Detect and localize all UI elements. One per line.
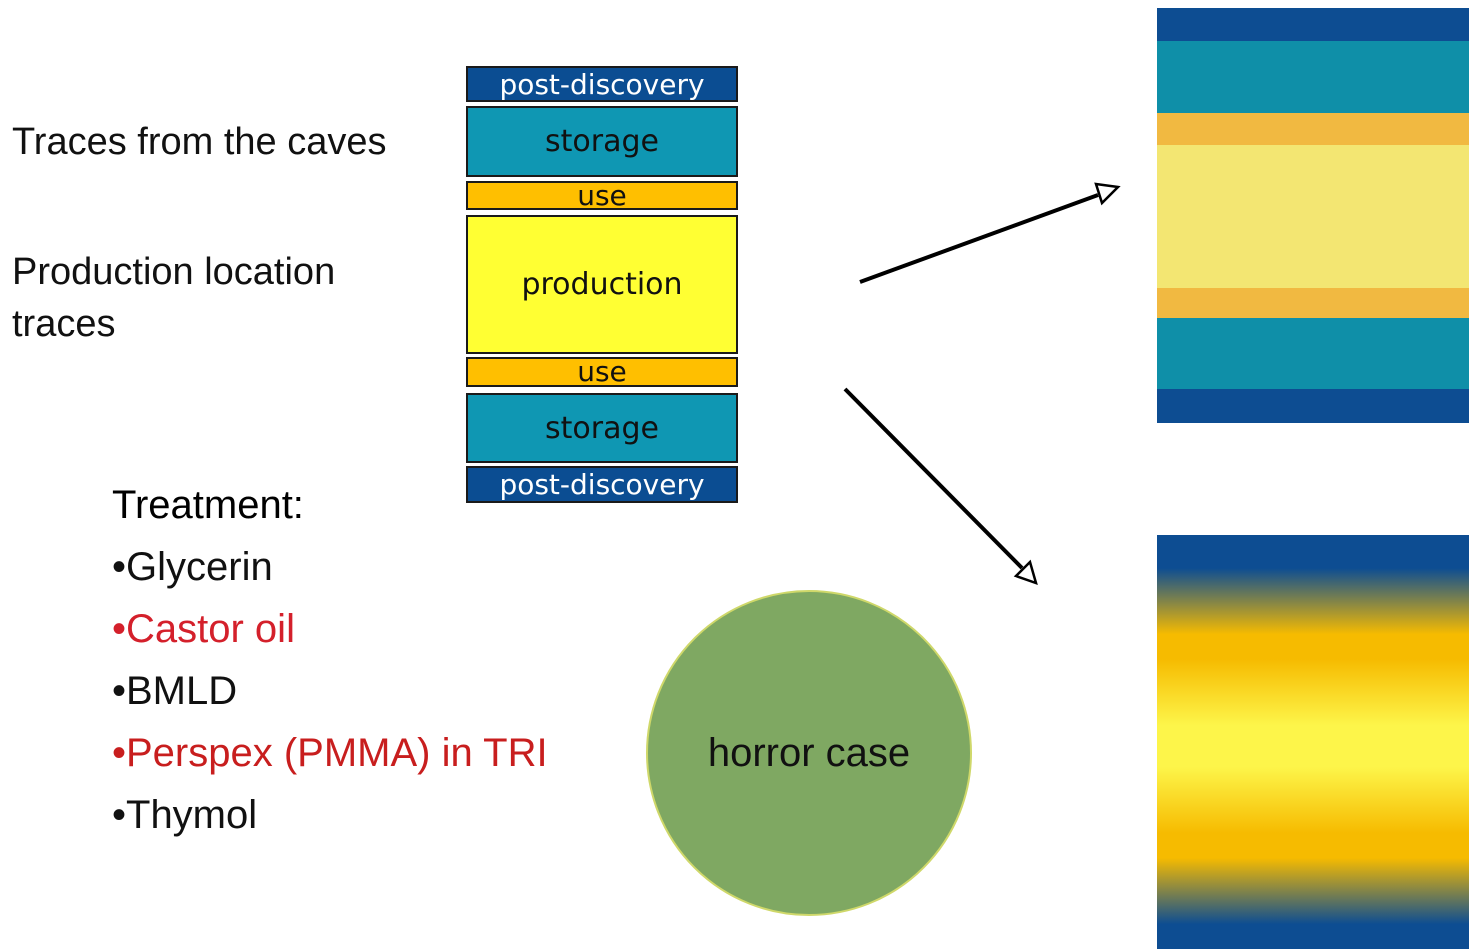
layer-post-discovery-top: post-discovery xyxy=(466,66,738,102)
production-traces-label: Production location traces xyxy=(12,246,335,350)
arrow-to-smeared-panel xyxy=(843,387,1038,585)
layer-storage-top: storage xyxy=(466,106,738,177)
sharp-bands-panel xyxy=(1157,8,1469,423)
treatment-item-thymol: •Thymol xyxy=(112,793,258,837)
sharp-band-use-bottom xyxy=(1157,288,1469,318)
sharp-band-post-discovery-bottom xyxy=(1157,389,1469,423)
sharp-band-storage-bottom xyxy=(1157,318,1469,389)
production-traces-label-line1: Production location xyxy=(12,251,336,293)
arrow-to-sharp-panel xyxy=(859,182,1121,284)
treatment-item-glycerin: •Glycerin xyxy=(112,545,273,589)
treatment-list: Treatment: •Glycerin •Castor oil •BMLD •… xyxy=(112,474,548,846)
layer-production-label: production xyxy=(521,267,683,302)
layer-post-discovery-bottom: post-discovery xyxy=(466,466,738,503)
sharp-band-use-top xyxy=(1157,113,1469,145)
layer-use-bottom: use xyxy=(466,357,738,387)
layer-production: production xyxy=(466,215,738,354)
sharp-band-production xyxy=(1157,145,1469,288)
treatment-item-castor-oil: •Castor oil xyxy=(112,607,295,651)
sharp-band-post-discovery-top xyxy=(1157,8,1469,41)
production-traces-label-line2: traces xyxy=(12,303,116,345)
treatment-heading: Treatment: xyxy=(112,483,304,527)
layer-storage-top-label: storage xyxy=(545,124,659,159)
layer-use-top-label: use xyxy=(577,181,627,210)
caves-traces-label: Traces from the caves xyxy=(12,121,387,163)
treatment-item-bmld: •BMLD xyxy=(112,669,238,713)
treatment-item-perspex: •Perspex (PMMA) in TRI xyxy=(112,731,548,775)
smeared-bands-panel xyxy=(1157,535,1469,949)
sharp-band-storage-top xyxy=(1157,41,1469,113)
layer-storage-bottom: storage xyxy=(466,393,738,463)
horror-case-circle: horror case xyxy=(646,590,972,916)
layer-post-discovery-top-label: post-discovery xyxy=(499,67,705,101)
layer-use-bottom-label: use xyxy=(577,357,627,387)
horror-case-label: horror case xyxy=(707,730,911,775)
layer-post-discovery-bottom-label: post-discovery xyxy=(499,468,705,501)
layer-storage-bottom-label: storage xyxy=(545,410,659,446)
layer-use-top: use xyxy=(466,181,738,210)
